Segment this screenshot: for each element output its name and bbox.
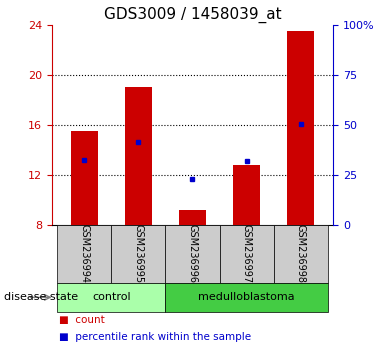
Text: ■  count: ■ count [59,315,105,325]
Bar [57,283,165,312]
Bar [233,165,260,225]
Bar [57,225,111,283]
Bar [111,225,165,283]
Text: control: control [92,292,131,302]
Text: GSM236995: GSM236995 [133,224,143,284]
Bar [70,131,98,225]
Text: GSM236996: GSM236996 [187,224,198,284]
Text: ■  percentile rank within the sample: ■ percentile rank within the sample [59,332,252,342]
Bar [125,87,152,225]
Text: GSM236997: GSM236997 [242,224,252,284]
Bar [219,225,274,283]
Text: GSM236998: GSM236998 [296,224,306,284]
Title: GDS3009 / 1458039_at: GDS3009 / 1458039_at [104,7,281,23]
Text: medulloblastoma: medulloblastoma [198,292,295,302]
Bar [165,225,219,283]
Bar [165,283,328,312]
Text: disease state: disease state [4,292,78,302]
Bar [287,31,314,225]
Bar [274,225,328,283]
Bar [179,210,206,225]
Text: GSM236994: GSM236994 [79,224,89,284]
